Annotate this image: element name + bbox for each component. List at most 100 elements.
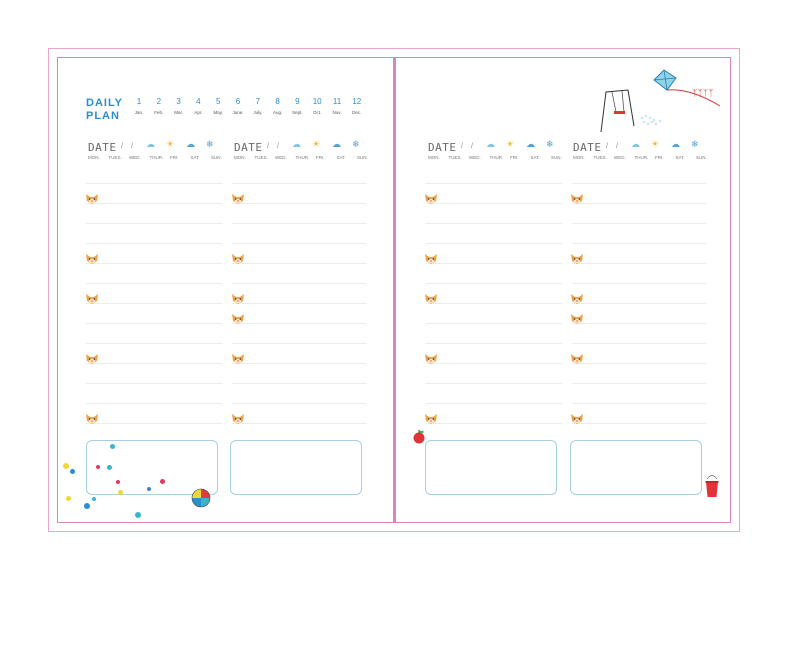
sun-icon[interactable]: ☀ [166, 139, 175, 149]
weekday-label[interactable]: WED. [275, 155, 287, 160]
writing-line[interactable] [232, 243, 366, 244]
note-box[interactable] [230, 440, 362, 495]
sun-icon[interactable]: ☀ [312, 139, 321, 149]
writing-line[interactable] [572, 243, 706, 244]
writing-line[interactable] [232, 223, 366, 224]
weekday-label[interactable]: FRI. [316, 155, 325, 160]
writing-line[interactable] [232, 263, 366, 264]
writing-line[interactable] [572, 403, 706, 404]
weekday-label[interactable]: MON. [428, 155, 440, 160]
writing-line[interactable] [426, 423, 562, 424]
weekday-label[interactable]: FRI. [655, 155, 664, 160]
rain-cloud-icon[interactable]: ☁ [526, 139, 535, 149]
month-label[interactable]: 9 Sept. [287, 97, 307, 115]
writing-line[interactable] [572, 383, 706, 384]
writing-line[interactable] [232, 343, 366, 344]
writing-line[interactable] [232, 323, 366, 324]
writing-line[interactable] [572, 283, 706, 284]
weekday-label[interactable]: FRI. [510, 155, 519, 160]
writing-line[interactable] [426, 203, 562, 204]
weekday-label[interactable]: WED. [614, 155, 626, 160]
sun-icon[interactable]: ☀ [651, 139, 660, 149]
cloud-icon[interactable]: ☁ [292, 139, 301, 149]
writing-line[interactable] [426, 363, 562, 364]
note-box[interactable] [425, 440, 557, 495]
weekday-label[interactable]: MON. [234, 155, 246, 160]
writing-line[interactable] [86, 383, 222, 384]
date-header[interactable]: DATE / / ☁ ☀ ☁ ❄ MON. TUES. WED. THUR. FRI. SAT. SUN. [234, 139, 369, 163]
writing-line[interactable] [86, 283, 222, 284]
month-label[interactable]: 12 Dec. [347, 97, 367, 115]
writing-line[interactable] [232, 303, 366, 304]
month-label[interactable]: 1 Jan. [129, 97, 149, 115]
month-label[interactable]: 2 Feb. [149, 97, 169, 115]
writing-line[interactable] [572, 363, 706, 364]
weekday-label[interactable]: SAT. [190, 155, 200, 160]
writing-line[interactable] [86, 323, 222, 324]
month-label[interactable]: 7 July. [248, 97, 268, 115]
writing-line[interactable] [572, 323, 706, 324]
month-label[interactable]: 11 Nov. [327, 97, 347, 115]
note-box[interactable] [570, 440, 702, 495]
writing-line[interactable] [426, 343, 562, 344]
writing-line[interactable] [572, 223, 706, 224]
rain-cloud-icon[interactable]: ☁ [332, 139, 341, 149]
writing-line[interactable] [232, 203, 366, 204]
writing-line[interactable] [426, 263, 562, 264]
rain-cloud-icon[interactable]: ☁ [671, 139, 680, 149]
writing-line[interactable] [232, 403, 366, 404]
writing-line[interactable] [86, 343, 222, 344]
note-box[interactable] [86, 440, 218, 495]
weekday-label[interactable]: FRI. [170, 155, 179, 160]
month-label[interactable]: 4 Apr. [188, 97, 208, 115]
weekday-label[interactable]: THUR. [295, 155, 310, 160]
writing-line[interactable] [86, 223, 222, 224]
writing-line[interactable] [232, 383, 366, 384]
month-label[interactable]: 3 Mar. [169, 97, 189, 115]
weekday-label[interactable]: MON. [573, 155, 585, 160]
writing-line[interactable] [86, 183, 222, 184]
writing-line[interactable] [86, 403, 222, 404]
snowflake-icon[interactable]: ❄ [352, 139, 360, 149]
date-header[interactable]: DATE / / ☁ ☀ ☁ ❄ MON. TUES. WED. THUR. FRI. SAT. SUN. [428, 139, 563, 163]
weekday-label[interactable]: SUN. [551, 155, 562, 160]
weekday-label[interactable]: SUN. [211, 155, 222, 160]
weekday-label[interactable]: SUN. [357, 155, 368, 160]
weekday-label[interactable]: SAT. [336, 155, 346, 160]
writing-line[interactable] [426, 223, 562, 224]
writing-line[interactable] [426, 243, 562, 244]
writing-line[interactable] [232, 423, 366, 424]
writing-line[interactable] [86, 263, 222, 264]
writing-line[interactable] [572, 183, 706, 184]
date-header[interactable]: DATE / / ☁ ☀ ☁ ❄ MON. TUES. WED. THUR. FRI. SAT. SUN. [573, 139, 708, 163]
snowflake-icon[interactable]: ❄ [691, 139, 699, 149]
snowflake-icon[interactable]: ❄ [546, 139, 554, 149]
weekday-label[interactable]: SAT. [675, 155, 685, 160]
writing-line[interactable] [572, 343, 706, 344]
weekday-label[interactable]: SAT. [530, 155, 540, 160]
cloud-icon[interactable]: ☁ [631, 139, 640, 149]
weekday-label[interactable]: MON. [88, 155, 100, 160]
weekday-label[interactable]: WED. [469, 155, 481, 160]
weekday-label[interactable]: TUES. [593, 155, 607, 160]
month-label[interactable]: 5 May. [208, 97, 228, 115]
writing-line[interactable] [572, 263, 706, 264]
writing-line[interactable] [426, 323, 562, 324]
writing-line[interactable] [86, 363, 222, 364]
month-label[interactable]: 8 Aug. [268, 97, 288, 115]
writing-line[interactable] [426, 403, 562, 404]
writing-line[interactable] [426, 303, 562, 304]
writing-line[interactable] [572, 203, 706, 204]
writing-line[interactable] [86, 203, 222, 204]
weekday-label[interactable]: THUR. [489, 155, 504, 160]
writing-line[interactable] [232, 183, 366, 184]
writing-line[interactable] [426, 383, 562, 384]
weekday-label[interactable]: THUR. [149, 155, 164, 160]
sun-icon[interactable]: ☀ [506, 139, 515, 149]
weekday-label[interactable]: SUN. [696, 155, 707, 160]
rain-cloud-icon[interactable]: ☁ [186, 139, 195, 149]
weekday-label[interactable]: TUES. [108, 155, 122, 160]
weekday-label[interactable]: TUES. [448, 155, 462, 160]
date-header[interactable]: DATE / / ☁ ☀ ☁ ❄ MON. TUES. WED. THUR. FRI. SAT. SUN. [88, 139, 223, 163]
snowflake-icon[interactable]: ❄ [206, 139, 214, 149]
